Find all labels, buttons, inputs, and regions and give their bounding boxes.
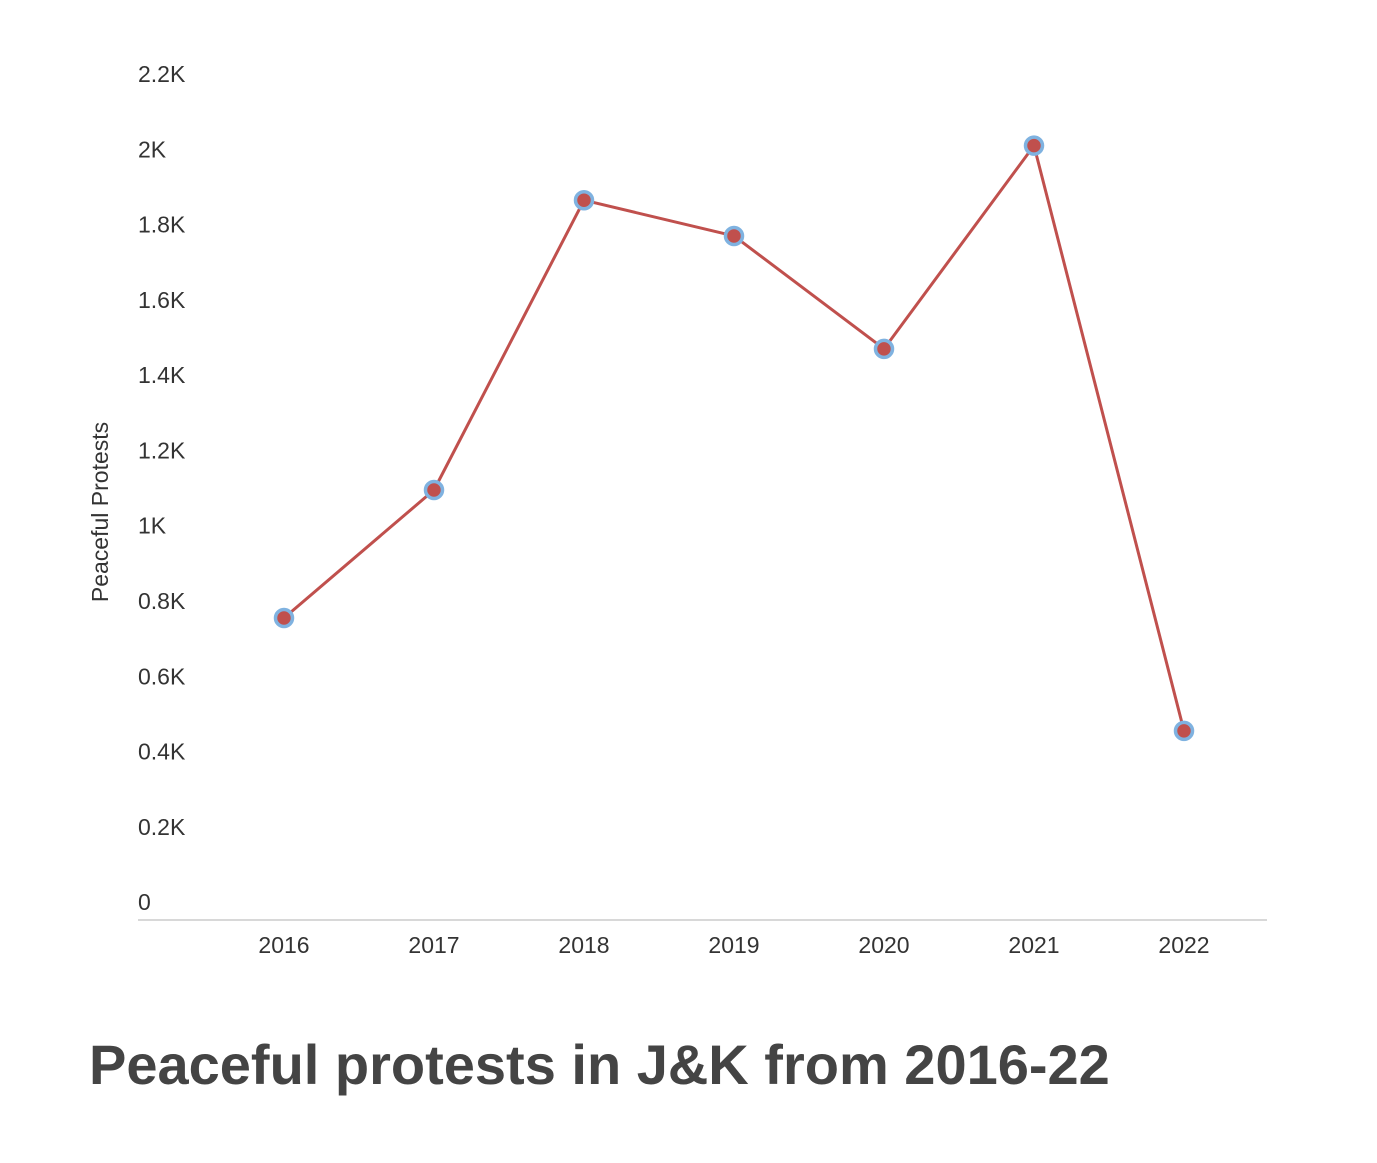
y-tick-label: 0.6K bbox=[138, 663, 186, 689]
x-tick-label: 2019 bbox=[708, 932, 759, 958]
y-tick-label: 2.2K bbox=[138, 61, 186, 87]
y-axis-ticks: 0 0.2K 0.4K 0.6K 0.8K 1K 1.2K 1.4K 1.6K 1.8K 2K 2.2… bbox=[138, 61, 186, 915]
chart-title: Peaceful protests in J&K from 2016-22 bbox=[89, 1033, 1110, 1096]
y-tick-label: 0.4K bbox=[138, 739, 186, 765]
x-tick-label: 2022 bbox=[1158, 932, 1209, 958]
x-tick-label: 2017 bbox=[408, 932, 459, 958]
y-tick-label: 1K bbox=[138, 513, 167, 539]
y-tick-label: 1.2K bbox=[138, 437, 186, 463]
data-point-2018 bbox=[573, 189, 595, 211]
x-tick-label: 2020 bbox=[858, 932, 909, 958]
x-axis-ticks: 2016 2017 2018 2019 2020 2021 2022 bbox=[258, 932, 1209, 958]
x-tick-label: 2021 bbox=[1008, 932, 1059, 958]
y-tick-label: 0.8K bbox=[138, 588, 186, 614]
y-tick-label: 0.2K bbox=[138, 814, 186, 840]
data-point-2016 bbox=[273, 607, 295, 629]
x-tick-label: 2018 bbox=[558, 932, 609, 958]
chart: 0 0.2K 0.4K 0.6K 0.8K 1K 1.2K 1.4K 1.6K 1.8K 2K 2.2… bbox=[87, 61, 1267, 958]
x-tick-label: 2016 bbox=[258, 932, 309, 958]
data-point-2021 bbox=[1023, 135, 1045, 156]
y-tick-label: 2K bbox=[138, 136, 167, 162]
y-tick-label: 1.8K bbox=[138, 212, 186, 238]
data-point-2020 bbox=[873, 338, 895, 360]
y-tick-label: 0 bbox=[138, 889, 151, 915]
y-tick-label: 1.4K bbox=[138, 362, 186, 388]
y-tick-label: 1.6K bbox=[138, 287, 186, 313]
data-point-2019 bbox=[723, 225, 745, 247]
data-point-2017 bbox=[423, 479, 445, 501]
data-point-2022 bbox=[1173, 720, 1195, 742]
series-markers bbox=[273, 135, 1195, 742]
y-axis-title: Peaceful Protests bbox=[87, 422, 113, 602]
